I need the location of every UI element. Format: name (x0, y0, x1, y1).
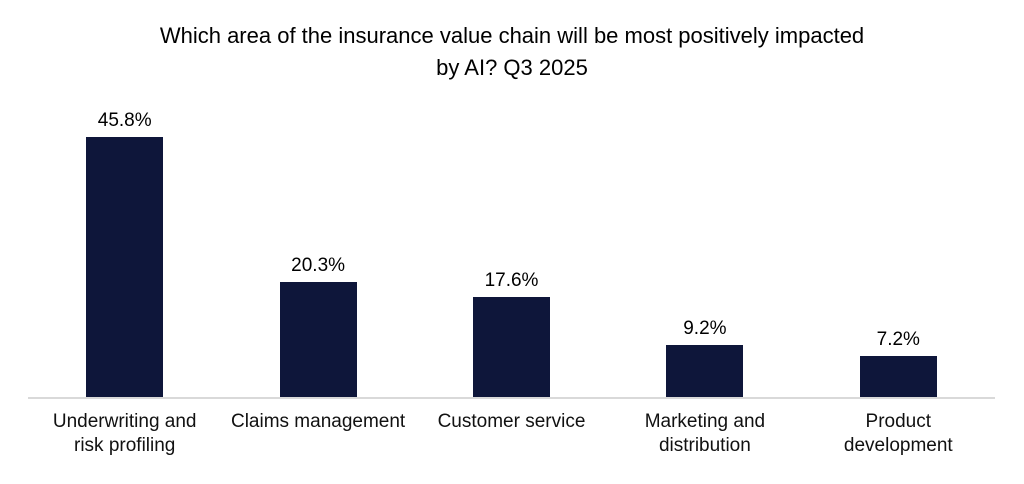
category-label-line: development (843, 435, 953, 456)
bar-value-label: 9.2% (683, 318, 727, 339)
bar-value-label: 7.2% (876, 329, 920, 350)
bar (279, 282, 357, 397)
bar (473, 297, 550, 397)
category-label: Customer service (414, 410, 610, 434)
chart-title: Which area of the insurance value chain … (0, 20, 1024, 84)
x-axis-line (28, 397, 995, 399)
chart-title-line-2: by AI? Q3 2025 (436, 55, 588, 80)
chart-title-line-1: Which area of the insurance value chain … (159, 23, 865, 48)
bar-value-label: 20.3% (291, 255, 346, 276)
category-label-line: risk profiling (74, 435, 176, 456)
category-label-line: distribution (658, 435, 751, 456)
category-label-line: Product (865, 411, 932, 432)
category-label-line: Claims management (230, 411, 406, 432)
bar-value-label: 17.6% (484, 270, 539, 291)
bar-value-label: 45.8% (97, 110, 152, 131)
bar (666, 345, 744, 397)
category-label: Marketing and distribution (607, 410, 803, 458)
category-label: Product development (800, 410, 996, 458)
category-label: Claims management (220, 410, 416, 434)
category-label: Underwriting and risk profiling (27, 410, 223, 458)
category-label-line: Underwriting and (52, 411, 197, 432)
category-label-line: Customer service (437, 411, 586, 432)
bar (86, 137, 164, 397)
bar (859, 356, 937, 397)
category-label-line: Marketing and (644, 411, 766, 432)
